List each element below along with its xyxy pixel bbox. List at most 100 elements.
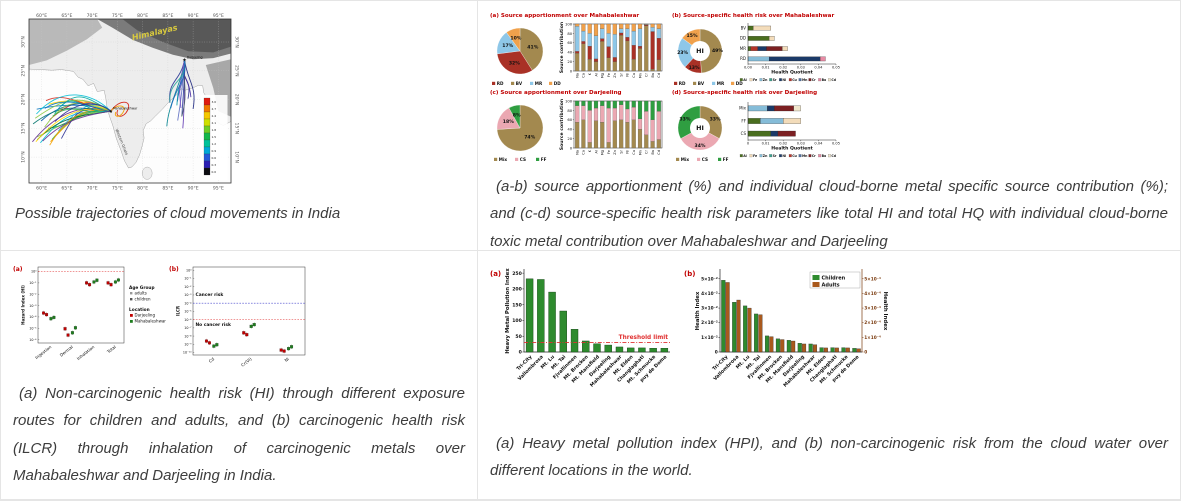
- stack-segment-BV: [644, 25, 649, 72]
- x-tick: Dermal: [59, 344, 74, 357]
- panel-title-c: (c) Source apportionment over Darjeeling: [490, 90, 622, 96]
- bar-children: [775, 338, 780, 353]
- legend-label: Sr: [773, 154, 777, 158]
- y-tick: 0: [519, 350, 522, 356]
- trajectory: [170, 59, 186, 109]
- y-tick: 0: [570, 145, 573, 150]
- stack-segment-CS: [600, 105, 605, 123]
- threshold-label: Threshold limit: [619, 335, 669, 341]
- x-tick: K: [588, 149, 592, 152]
- legend-swatch-Cd: [828, 154, 831, 158]
- stack-segment-RD: [600, 38, 605, 42]
- stack-segment-CS: [631, 107, 636, 120]
- site-label: Darjeeling: [187, 55, 203, 59]
- stack-segment-Mix: [593, 120, 599, 149]
- legend-swatch-Ba: [818, 154, 822, 158]
- colorbar-value: 1.8: [212, 128, 217, 132]
- y-tick: 10⁻²: [29, 292, 37, 296]
- source-caption: (a-b) source apportionment (%) and indiv…: [490, 178, 1168, 250]
- hpi-caption: (a) Heavy metal pollution index (HPI), a…: [490, 435, 1168, 480]
- pie-percent-label: 34%: [695, 143, 706, 149]
- data-point: [95, 278, 99, 282]
- hbar-segment-Ba: [820, 56, 826, 62]
- y-axis-label: ILCR: [176, 306, 181, 316]
- hbar-segment-Cr: [774, 105, 794, 112]
- panel-label-a: (a): [490, 270, 501, 278]
- stack-segment-Mix: [600, 122, 605, 149]
- hbar-segment-Fe: [753, 25, 772, 31]
- terrain: [122, 19, 231, 53]
- x-tick: Ni: [626, 150, 630, 154]
- y-tick: 10⁻³: [184, 293, 192, 297]
- stack-segment-BV: [631, 59, 636, 72]
- stack-segment-BV: [581, 43, 586, 72]
- bar-children: [754, 313, 759, 353]
- stack-segment-Mix: [625, 122, 630, 149]
- donut-hole: [690, 41, 710, 61]
- legend-swatch-Sr: [769, 154, 773, 158]
- legend-swatch-Ba: [818, 78, 822, 82]
- stack-segment-Mix: [606, 142, 611, 149]
- hbar-segment-Cd: [793, 105, 801, 112]
- stack-segment-BV: [612, 61, 617, 72]
- y-tick: 100: [565, 21, 573, 26]
- colorbar-segment: [203, 132, 211, 141]
- stack-segment-MR: [637, 28, 643, 47]
- x-tick: Cr: [645, 149, 649, 154]
- stack-segment-RD: [612, 57, 617, 62]
- hbar-segment-Ni: [770, 130, 779, 137]
- legend-label: Adults: [822, 282, 840, 288]
- legend-label: adults: [135, 290, 147, 295]
- colorbar-segment: [203, 139, 211, 148]
- lon-tick: 90°E: [188, 13, 199, 19]
- bar: [649, 348, 657, 353]
- data-point: [92, 280, 96, 284]
- data-point: [212, 344, 216, 348]
- y-tick: 10⁻⁷: [184, 326, 192, 330]
- hbar-segment-Ni: [767, 105, 775, 112]
- legend-label: BV: [516, 81, 523, 86]
- colorbar-value: 0.0: [212, 170, 217, 174]
- y-tick: 250: [512, 271, 522, 277]
- stack-segment-BV: [637, 48, 643, 72]
- data-point: [204, 339, 208, 343]
- legend-label: Cd: [831, 78, 836, 82]
- legend-swatch-children: [130, 298, 133, 301]
- hbar-segment-Al: [747, 25, 754, 31]
- pie-percent-label: 10%: [510, 36, 521, 42]
- stack-segment-RD: [650, 31, 655, 70]
- lat-tick: 25°N: [21, 65, 27, 77]
- lon-tick: 65°E: [61, 186, 72, 192]
- stack-segment-FF: [575, 100, 580, 106]
- x-tick: Zn: [613, 150, 617, 155]
- data-point: [52, 315, 56, 319]
- y-axis-label: Source contribution: [559, 99, 565, 150]
- stack-segment-RD: [637, 45, 643, 49]
- x-tick: Sr: [619, 72, 623, 76]
- y-tick: 10⁻⁹: [184, 343, 192, 347]
- legend-swatch-CS: [697, 157, 701, 161]
- y-axis-label: Hazard Index (HI): [21, 285, 26, 325]
- x-tick: Ni: [283, 356, 289, 363]
- stack-segment-MR: [593, 35, 599, 59]
- y-tick: 10⁻¹: [184, 277, 192, 281]
- stack-segment-CS: [575, 105, 580, 123]
- legend-label: Mix: [681, 157, 690, 162]
- data-point: [63, 327, 67, 331]
- bar: [525, 278, 534, 353]
- stack-segment-MR: [650, 27, 655, 32]
- row-label: CS: [741, 131, 747, 136]
- legend-swatch-Al: [739, 154, 743, 158]
- pie-percent-label: 23%: [677, 50, 688, 56]
- data-point: [73, 326, 77, 330]
- lon-tick: 75°E: [112, 186, 123, 192]
- pie-percent-label: 33%: [710, 116, 721, 122]
- stack-segment-CS: [625, 108, 630, 123]
- panel-title-a: (a) Source apportionment over Mahabalesh…: [490, 13, 639, 19]
- data-point: [282, 349, 286, 353]
- y-tick-left: 5×10⁻²: [701, 276, 718, 282]
- bar-adults: [758, 314, 763, 353]
- legend-label: FF: [541, 157, 547, 162]
- stack-segment-FF: [631, 100, 636, 108]
